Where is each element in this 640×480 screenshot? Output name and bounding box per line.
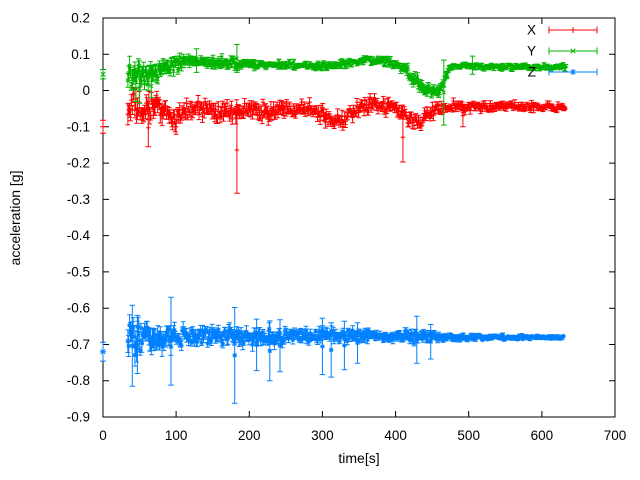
x-axis-label: time[s] bbox=[338, 450, 379, 466]
x-tick-label: 200 bbox=[238, 428, 261, 443]
series-X-markers bbox=[100, 91, 568, 153]
series-Z-markers bbox=[100, 323, 566, 358]
legend-sample-Y bbox=[548, 47, 598, 55]
y-tick-label: -0.3 bbox=[67, 192, 90, 207]
y-tick-label: -0.4 bbox=[67, 228, 91, 243]
legend-entry-X: X bbox=[527, 23, 598, 38]
x-tick-label: 700 bbox=[604, 428, 627, 443]
y-tick-label: 0.2 bbox=[71, 11, 90, 26]
legend-entry-Y: Y bbox=[527, 44, 598, 59]
y-tick-label: -0.1 bbox=[67, 119, 90, 134]
legend-label-Y: Y bbox=[527, 44, 536, 59]
y-tick-label: 0.1 bbox=[71, 47, 90, 62]
y-axis-label: acceleration [g] bbox=[7, 171, 23, 266]
series-X bbox=[100, 86, 568, 194]
plot-border-and-ticks bbox=[102, 17, 616, 418]
x-tick-label: 600 bbox=[531, 428, 554, 443]
y-tick-label: -0.6 bbox=[67, 301, 90, 316]
legend-sample-X bbox=[548, 26, 598, 34]
axes: 0 100 200 300 400 500 600 700 0.2 0.1 0 -0.1 -0.2 -0.… bbox=[67, 11, 627, 444]
x-tick-label: 0 bbox=[99, 428, 107, 443]
y-tick-label: -0.9 bbox=[67, 410, 90, 425]
series-X-errorbars bbox=[100, 86, 568, 194]
legend-sample-Z bbox=[548, 68, 598, 76]
x-tick-label: 500 bbox=[457, 428, 480, 443]
x-tick-label: 300 bbox=[311, 428, 334, 443]
legend-label-Z: Z bbox=[528, 65, 536, 80]
data-series bbox=[100, 44, 569, 404]
y-tick-label: -0.5 bbox=[67, 264, 90, 279]
x-tick-label: 100 bbox=[165, 428, 188, 443]
legend-label-X: X bbox=[527, 23, 536, 38]
legend: XYZ bbox=[527, 23, 598, 80]
series-Y bbox=[100, 44, 569, 126]
y-tick-label: 0 bbox=[82, 83, 90, 98]
y-tick-label: -0.7 bbox=[67, 337, 90, 352]
series-Z bbox=[100, 296, 566, 404]
x-tick-label: 400 bbox=[384, 428, 407, 443]
y-tick-label: -0.8 bbox=[67, 373, 90, 388]
legend-entry-Z: Z bbox=[528, 65, 598, 80]
y-tick-label: -0.2 bbox=[67, 156, 90, 171]
series-Y-markers bbox=[100, 55, 568, 98]
